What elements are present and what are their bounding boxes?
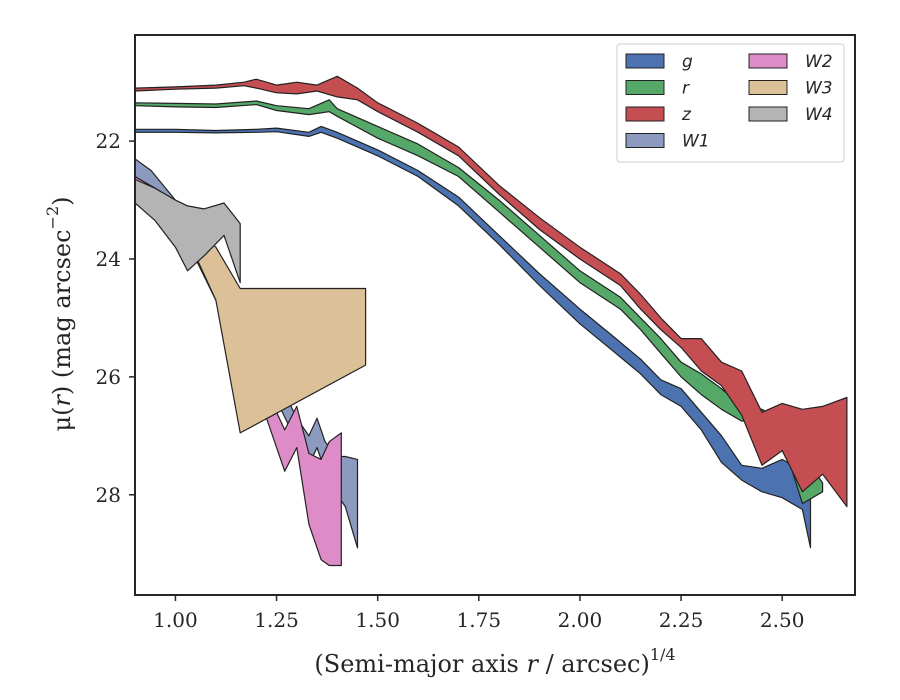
legend-swatch-z [625,106,665,122]
band-layer [135,75,848,567]
legend-label-w4: W4 [805,105,833,125]
x-tick-label: 2.50 [760,608,805,632]
legend-swatch-w4 [748,106,788,122]
legend-label-g: g [682,52,693,72]
axes: 1.00 1.25 1.50 1.75 2.00 2.25 2.50 22 24 26 28 [96,34,856,632]
x-tick-label: 1.50 [355,608,400,632]
legend-box [616,43,845,163]
band-g [135,125,812,549]
y-axis-label: μ(r) (mag arcsec−2) [43,196,76,431]
legend-label-r: r [682,79,690,99]
legend-swatch-g [625,53,665,69]
x-tick-label: 1.25 [254,608,299,632]
y-tick-label: 22 [96,129,121,153]
legend: grz W1 W2 W3 W4 [616,43,845,163]
y-tick-label: 28 [96,483,121,507]
legend-label-w2: W2 [805,52,833,72]
legend-label-w3: W3 [805,79,833,99]
legend-swatch-w3 [748,80,788,95]
x-tick-label: 2.00 [558,608,603,632]
band-w4 [135,178,241,284]
axis-labels: (Semi-major axis r / arcsec)1/4 μ(r) (ma… [43,196,676,678]
x-tick-label: 1.75 [457,608,502,632]
y-tick-label: 26 [96,365,121,389]
y-tick-label: 24 [96,247,121,271]
x-tick-label: 1.00 [153,608,198,632]
legend-swatch-w1 [625,133,665,148]
legend-label-w1: W1 [682,132,710,152]
band-z [135,75,848,508]
legend-label-z: z [681,105,692,125]
band-r [135,99,824,505]
legend-swatch-w2 [748,53,788,69]
plot-frame [134,34,856,596]
x-tick-label: 2.25 [659,608,704,632]
legend-swatch-r [625,80,665,95]
x-axis-label: (Semi-major axis r / arcsec)1/4 [314,645,675,678]
